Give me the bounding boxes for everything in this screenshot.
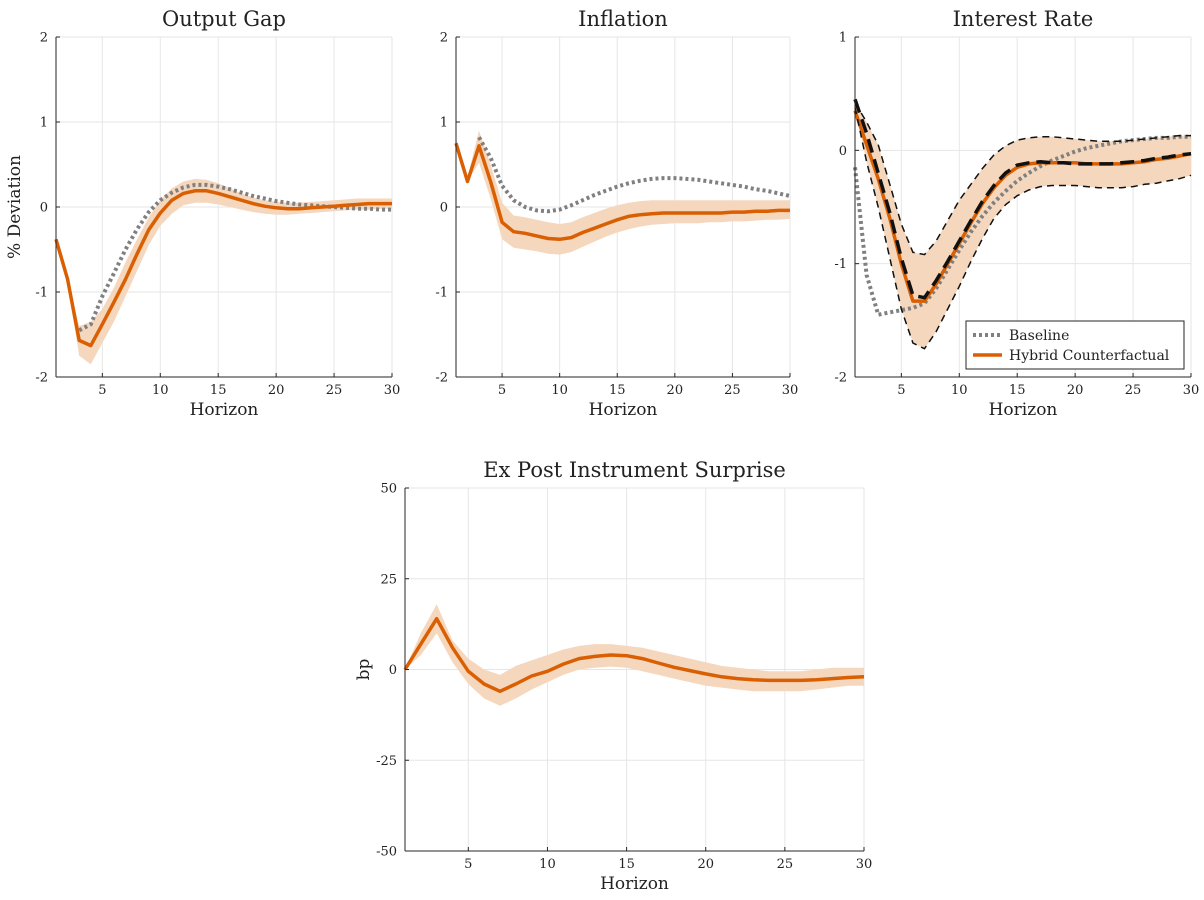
x-tick-label: 20 (667, 383, 684, 398)
y-tick-label: 1 (839, 31, 847, 46)
chart-panel-4: 5 10 15 20 25 30 -50 -25 0 25 50 Ex Post Instrument… (354, 458, 872, 894)
confidence-band (405, 604, 864, 706)
y-tick-label: 1 (40, 116, 48, 131)
series-line-baseline (477, 136, 791, 214)
y-tick-label: -2 (435, 371, 448, 386)
x-tick-label: 5 (498, 383, 506, 398)
x-tick-label: 25 (1125, 383, 1142, 398)
y-tick-label: 0 (440, 201, 448, 216)
x-tick-label: 30 (856, 857, 873, 872)
x-tick-label: 15 (210, 383, 227, 398)
x-tick-label: 5 (897, 383, 905, 398)
x-tick-label: 25 (724, 383, 741, 398)
y-tick-label: 50 (380, 482, 397, 497)
series-line-hybrid-counterfactual (54, 189, 392, 348)
legend-box (965, 320, 1185, 370)
y-tick-label: 25 (380, 572, 397, 587)
y-tick-label: -2 (35, 371, 48, 386)
y-axis-label: % Deviation (5, 155, 25, 259)
x-tick-label: 15 (618, 857, 635, 872)
x-axis-label: Horizon (190, 400, 259, 420)
chart-title: Inflation (578, 7, 668, 31)
x-tick-label: 20 (268, 383, 285, 398)
x-tick-label: 15 (1009, 383, 1026, 398)
x-axis-label: Horizon (989, 400, 1058, 420)
series-line-bound-2 (853, 98, 1192, 300)
x-tick-label: 15 (609, 383, 626, 398)
y-tick-label: -1 (435, 286, 448, 301)
x-tick-label: 10 (152, 383, 169, 398)
legend-label-counterfactual: Hybrid Counterfactual (1009, 348, 1170, 364)
y-tick-label: -1 (834, 257, 847, 272)
series-line-bound-3 (854, 102, 1191, 256)
y-tick-label: -25 (376, 754, 397, 769)
chart-title: Interest Rate (953, 7, 1094, 31)
chart-title: Ex Post Instrument Surprise (483, 458, 786, 482)
y-tick-label: 2 (440, 31, 448, 46)
x-tick-label: 20 (1067, 383, 1084, 398)
chart-panel-1: 5 10 15 20 25 30 -2 -1 0 1 2 Output Gap Horizon % Dev… (5, 7, 400, 420)
series-line-baseline (78, 182, 392, 333)
legend-label-baseline: Baseline (1009, 328, 1069, 344)
series-line-bound-4 (854, 107, 1192, 350)
y-axis-label: bp (354, 659, 374, 681)
x-tick-label: 5 (98, 383, 106, 398)
x-tick-label: 30 (782, 383, 799, 398)
y-tick-label: 2 (40, 31, 48, 46)
chart-title: Output Gap (162, 7, 286, 31)
x-tick-label: 10 (551, 383, 568, 398)
x-tick-label: 5 (464, 857, 472, 872)
y-tick-label: -2 (834, 371, 847, 386)
x-axis-label: Horizon (600, 874, 669, 894)
x-tick-label: 30 (1183, 383, 1200, 398)
series-line-hybrid-counterfactual (454, 142, 790, 242)
y-tick-label: 1 (440, 116, 448, 131)
y-tick-label: 0 (40, 201, 48, 216)
chart-panel-2: 5 10 15 20 25 30 -2 -1 0 1 2 Inflation Horizon (435, 7, 798, 420)
series-line-hybrid-counterfactual (403, 616, 865, 694)
y-tick-label: -50 (376, 845, 397, 860)
x-tick-label: 20 (697, 857, 714, 872)
confidence-band (456, 130, 790, 255)
y-tick-label: 0 (839, 144, 847, 159)
x-tick-label: 25 (326, 383, 343, 398)
x-tick-label: 10 (951, 383, 968, 398)
legend: Baseline Hybrid Counterfactual (965, 320, 1185, 370)
x-axis-label: Horizon (589, 400, 658, 420)
x-tick-label: 30 (384, 383, 401, 398)
y-tick-label: 0 (389, 663, 397, 678)
x-tick-label: 25 (777, 857, 794, 872)
chart-panel-3: 5 10 15 20 25 30 -2 -1 0 1 Interest Rate Horizon Bas… (834, 7, 1199, 420)
x-tick-label: 10 (539, 857, 556, 872)
y-tick-label: -1 (35, 286, 48, 301)
